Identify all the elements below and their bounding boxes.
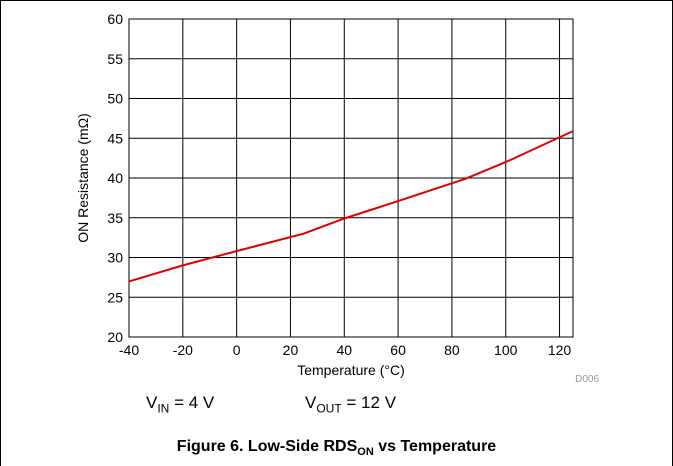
x-tick-label: 40: [336, 342, 352, 358]
figure-caption: Figure 6. Low-Side RDSON vs Temperature: [0, 438, 673, 458]
y-tick-label: 25: [107, 289, 123, 305]
x-tick-label: -20: [173, 342, 193, 358]
figure-tag: D006: [575, 374, 599, 385]
vout-value: = 12 V: [341, 393, 397, 412]
x-tick-label: 0: [233, 342, 241, 358]
y-tick-label: 35: [107, 210, 123, 226]
vin-value: = 4 V: [169, 393, 215, 412]
y-tick-labels: 20 25 30 35 40 45 50 55 60: [107, 11, 123, 345]
frame-left-border: [0, 0, 1, 466]
x-tick-label: 100: [494, 342, 518, 358]
x-tick-label: -40: [119, 342, 139, 358]
vin-condition: VIN = 4 V: [146, 393, 214, 415]
vout-condition: VOUT = 12 V: [305, 393, 396, 415]
vout-subscript: OUT: [316, 401, 342, 416]
y-tick-label: 55: [107, 51, 123, 67]
y-tick-label: 20: [107, 329, 123, 345]
y-tick-label: 40: [107, 170, 123, 186]
y-tick-label: 50: [107, 91, 123, 107]
y-tick-label: 45: [107, 130, 123, 146]
caption-tail: vs Temperature: [373, 438, 497, 455]
series-line: [128, 130, 574, 283]
vin-symbol: V: [146, 393, 158, 412]
x-tick-label: 60: [390, 342, 406, 358]
x-tick-labels: -40 -20 0 20 40 60 80 100 120: [119, 342, 572, 358]
caption-main: Figure 6. Low-Side RDS: [176, 438, 358, 455]
x-tick-label: 20: [283, 342, 299, 358]
y-axis-label: ON Resistance (mΩ): [75, 113, 91, 243]
line-chart: -40 -20 0 20 40 60 80 100 120 20 25 30 35 40 45 50 55 60…: [75, 11, 599, 385]
vin-subscript: IN: [157, 401, 170, 416]
y-tick-label: 60: [107, 11, 123, 27]
plot-area: [128, 18, 574, 338]
y-tick-label: 30: [107, 250, 123, 266]
series-group: [128, 130, 574, 283]
chart-grid: [128, 18, 573, 338]
frame-top-border: [0, 0, 673, 1]
vout-symbol: V: [305, 393, 317, 412]
x-tick-label: 80: [444, 342, 460, 358]
caption-subscript: ON: [357, 446, 374, 459]
x-tick-label: 120: [548, 342, 572, 358]
x-axis-label: Temperature (°C): [297, 362, 405, 378]
